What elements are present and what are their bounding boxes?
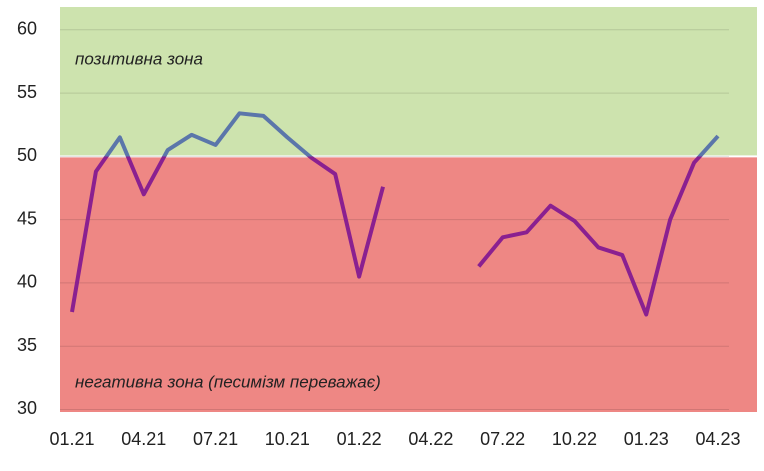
x-tick-label: 10.21 <box>265 429 310 449</box>
x-tick-label: 10.22 <box>552 429 597 449</box>
x-tick-label: 04.23 <box>695 429 740 449</box>
y-tick-label: 30 <box>17 398 37 418</box>
y-tick-label: 45 <box>17 208 37 228</box>
zone-label: позитивна зона <box>75 49 203 68</box>
x-tick-label: 07.22 <box>480 429 525 449</box>
x-tick-label: 07.21 <box>193 429 238 449</box>
x-tick-label: 01.22 <box>337 429 382 449</box>
x-tick-label: 04.21 <box>121 429 166 449</box>
y-tick-label: 50 <box>17 145 37 165</box>
line <box>70 111 385 313</box>
x-tick-label: 01.23 <box>624 429 669 449</box>
y-tick-label: 35 <box>17 335 37 355</box>
y-tick-label: 55 <box>17 82 37 102</box>
positive-zone <box>60 7 757 157</box>
y-tick-label: 60 <box>17 19 37 39</box>
line <box>477 134 720 317</box>
y-tick-label: 40 <box>17 272 37 292</box>
x-tick-label: 04.22 <box>408 429 453 449</box>
zone-label: негативна зона (песимізм переважає) <box>75 372 381 391</box>
x-tick-label: 01.21 <box>49 429 94 449</box>
negative-zone <box>60 156 757 412</box>
